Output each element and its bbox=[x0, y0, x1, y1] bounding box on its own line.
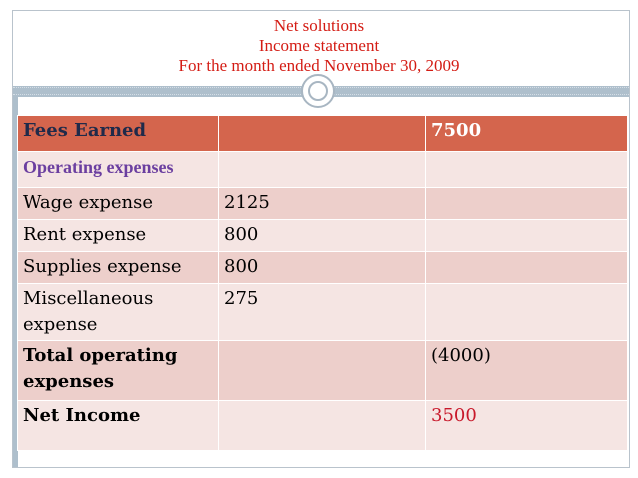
fees-earned-label: Fees Earned bbox=[17, 115, 219, 152]
fees-earned-value: 7500 bbox=[425, 115, 628, 152]
net-income-col2 bbox=[218, 400, 426, 451]
total-operating-expenses-label: Total operating expenses bbox=[17, 340, 219, 401]
table-row: Total operating expenses (4000) bbox=[17, 340, 628, 401]
operating-expenses-col2 bbox=[218, 151, 426, 188]
misc-expense-col3 bbox=[425, 283, 628, 341]
supplies-expense-value: 800 bbox=[218, 251, 426, 284]
misc-expense-value: 275 bbox=[218, 283, 426, 341]
wage-expense-label: Wage expense bbox=[17, 187, 219, 220]
supplies-expense-label: Supplies expense bbox=[17, 251, 219, 284]
table-header-row: Fees Earned 7500 bbox=[17, 115, 628, 152]
table-row: Wage expense 2125 bbox=[17, 187, 628, 220]
table-row: Supplies expense 800 bbox=[17, 251, 628, 284]
rent-expense-value: 800 bbox=[218, 219, 426, 252]
divider-inner-circle bbox=[308, 81, 328, 101]
statement-period: For the month ended November 30, 2009 bbox=[178, 56, 460, 75]
rent-expense-col3 bbox=[425, 219, 628, 252]
table-row: Rent expense 800 bbox=[17, 219, 628, 252]
company-name: Net solutions bbox=[273, 16, 365, 35]
total-operating-expenses-value: (4000) bbox=[425, 340, 628, 401]
wage-expense-value: 2125 bbox=[218, 187, 426, 220]
income-statement-table: Fees Earned 7500 Operating expenses Wage… bbox=[17, 115, 628, 451]
statement-title: Net solutions Income statement For the m… bbox=[0, 16, 638, 76]
rent-expense-label: Rent expense bbox=[17, 219, 219, 252]
wage-expense-col3 bbox=[425, 187, 628, 220]
table-row: Net Income 3500 bbox=[17, 400, 628, 451]
total-operating-expenses-col2 bbox=[218, 340, 426, 401]
misc-expense-label: Miscellaneous expense bbox=[17, 283, 219, 341]
net-income-value: 3500 bbox=[425, 400, 628, 451]
supplies-expense-col3 bbox=[425, 251, 628, 284]
statement-name: Income statement bbox=[258, 36, 380, 55]
fees-earned-col2 bbox=[218, 115, 426, 152]
table-row: Operating expenses bbox=[17, 151, 628, 188]
left-accent-strip bbox=[13, 97, 18, 467]
table-row: Miscellaneous expense 275 bbox=[17, 283, 628, 341]
operating-expenses-label: Operating expenses bbox=[17, 151, 219, 188]
operating-expenses-col3 bbox=[425, 151, 628, 188]
net-income-label: Net Income bbox=[17, 400, 219, 451]
divider-circle-ornament bbox=[301, 74, 335, 108]
